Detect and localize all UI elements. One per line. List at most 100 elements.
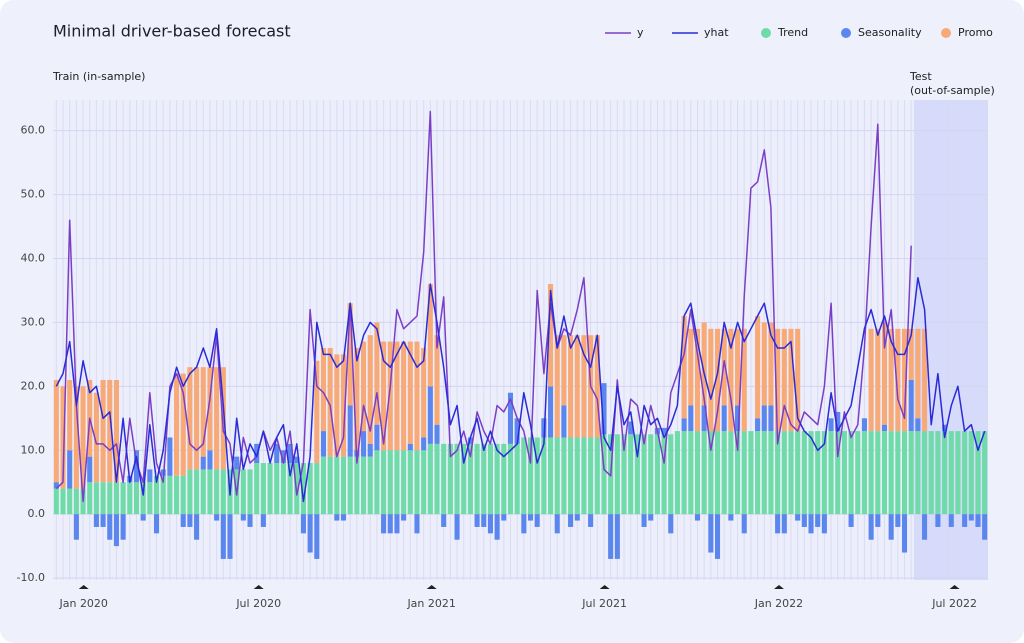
bar-promo xyxy=(915,328,921,419)
bar-seasonality xyxy=(234,456,240,470)
test-label: Test xyxy=(909,70,932,83)
bar-seasonality xyxy=(574,514,580,521)
bar-trend xyxy=(127,482,133,515)
bar-trend xyxy=(521,437,527,515)
bar-seasonality xyxy=(274,443,280,464)
bar-trend xyxy=(688,431,694,515)
bar-promo xyxy=(594,335,600,438)
x-tick-label: Jul 2021 xyxy=(581,597,627,610)
bar-trend xyxy=(320,456,327,515)
line-y xyxy=(55,110,912,503)
bar-trend xyxy=(815,431,821,515)
bar-promo xyxy=(735,328,741,406)
bar-trend xyxy=(641,434,647,515)
legend-label: Seasonality xyxy=(858,26,922,39)
bar-trend xyxy=(674,431,680,515)
bar-trend xyxy=(133,482,140,515)
y-tick-label: -10.0 xyxy=(17,571,45,584)
bar-seasonality xyxy=(922,514,928,540)
bar-trend xyxy=(434,443,440,515)
bar-trend xyxy=(487,443,493,515)
y-tick-label: 10.0 xyxy=(21,443,46,456)
bar-trend xyxy=(975,431,981,515)
bar-promo xyxy=(775,328,781,432)
bar-promo xyxy=(781,328,787,432)
bar-promo xyxy=(347,303,353,406)
bar-seasonality xyxy=(942,424,948,432)
bar-trend xyxy=(327,456,333,515)
bar-trend xyxy=(901,431,908,515)
bar-trend xyxy=(107,482,113,515)
bar-promo xyxy=(414,341,420,451)
x-tick-mark xyxy=(949,585,960,589)
bar-promo xyxy=(714,328,721,432)
bar-trend xyxy=(147,482,153,515)
bar-promo xyxy=(174,373,180,476)
bar-trend xyxy=(113,482,119,515)
bar-trend xyxy=(474,443,480,515)
bar-seasonality xyxy=(361,431,367,457)
bar-promo xyxy=(868,328,874,432)
bar-seasonality xyxy=(427,386,433,444)
bar-promo xyxy=(881,322,888,425)
bar-promo xyxy=(768,322,774,406)
bar-seasonality xyxy=(73,514,79,540)
bar-seasonality xyxy=(781,514,787,534)
bar-seasonality xyxy=(334,514,340,521)
bar-trend xyxy=(681,431,687,515)
bar-seasonality xyxy=(614,514,620,559)
bar-seasonality xyxy=(133,450,140,483)
bar-trend xyxy=(694,431,701,515)
bar-trend xyxy=(574,437,580,515)
bar-trend xyxy=(401,450,407,515)
bar-trend xyxy=(908,431,914,515)
bar-promo xyxy=(694,328,701,432)
bar-promo xyxy=(367,335,373,444)
bar-seasonality xyxy=(808,514,814,534)
bar-seasonality xyxy=(728,514,734,521)
bar-trend xyxy=(340,456,347,515)
bar-trend xyxy=(187,469,193,515)
chart-title: Minimal driver-based forecast xyxy=(53,22,291,41)
bar-promo xyxy=(394,341,400,451)
bar-seasonality xyxy=(314,514,320,559)
bar-seasonality xyxy=(227,514,233,559)
bar-trend xyxy=(594,437,600,515)
bar-trend xyxy=(467,443,473,515)
bar-promo xyxy=(581,335,587,438)
bar-seasonality xyxy=(775,514,781,534)
bar-seasonality xyxy=(554,514,560,534)
bar-trend xyxy=(174,475,180,515)
bar-seasonality xyxy=(347,405,353,457)
bar-promo xyxy=(434,335,440,425)
bar-seasonality xyxy=(421,437,427,451)
y-tick-label: 60.0 xyxy=(21,124,46,137)
bar-seasonality xyxy=(795,514,801,521)
bar-trend xyxy=(394,450,400,515)
bar-trend xyxy=(507,443,514,515)
bar-promo xyxy=(741,328,747,432)
x-tick-mark xyxy=(773,585,784,589)
bar-promo xyxy=(361,341,367,432)
x-tick-label: Jul 2020 xyxy=(235,597,281,610)
bar-seasonality xyxy=(901,514,908,553)
bar-promo xyxy=(755,316,761,419)
bar-promo xyxy=(901,328,908,432)
bar-seasonality xyxy=(454,514,460,540)
bar-seasonality xyxy=(87,456,93,483)
bar-seasonality xyxy=(908,379,914,432)
bar-trend xyxy=(454,443,460,515)
bar-trend xyxy=(614,434,620,515)
bar-seasonality xyxy=(407,443,413,451)
bar-promo xyxy=(922,328,928,432)
bar-trend xyxy=(140,482,146,515)
bar-seasonality xyxy=(688,405,694,432)
bar-trend xyxy=(808,431,814,515)
bar-trend xyxy=(554,437,560,515)
bar-seasonality xyxy=(861,418,867,432)
bar-promo xyxy=(561,335,567,406)
bar-seasonality xyxy=(561,405,567,438)
bar-seasonality xyxy=(53,482,59,489)
bar-seasonality xyxy=(608,514,614,559)
bar-promo xyxy=(214,367,220,470)
